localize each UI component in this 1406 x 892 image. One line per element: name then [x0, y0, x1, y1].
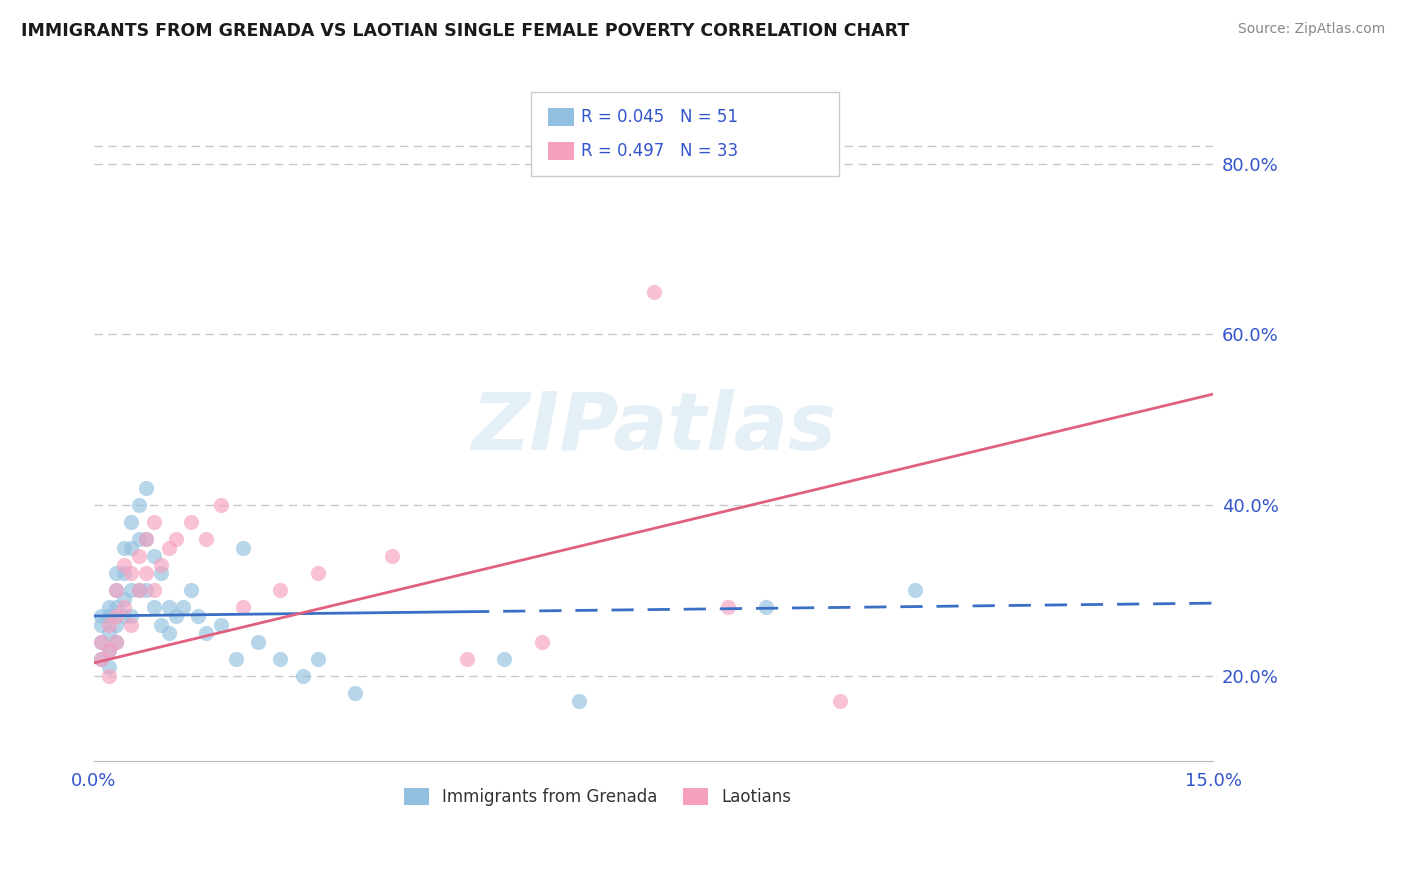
Point: [194, 626, 217, 640]
Point: [754, 600, 776, 615]
Point: [157, 626, 180, 640]
Text: ZIPatlas: ZIPatlas: [471, 389, 837, 467]
Point: [904, 583, 927, 598]
Text: R = 0.045   N = 51: R = 0.045 N = 51: [581, 108, 738, 126]
Point: [830, 694, 852, 708]
Point: [568, 694, 591, 708]
Point: [120, 617, 142, 632]
Point: [209, 617, 232, 632]
Point: [97, 643, 120, 657]
Point: [209, 498, 232, 512]
Point: [128, 549, 150, 564]
Point: [90, 634, 112, 648]
Point: [90, 617, 112, 632]
Point: [90, 634, 112, 648]
Point: [530, 634, 553, 648]
Point: [494, 651, 516, 665]
Point: [180, 515, 202, 529]
Point: [150, 558, 173, 572]
Text: R = 0.497   N = 33: R = 0.497 N = 33: [581, 142, 738, 160]
Point: [165, 532, 187, 546]
Point: [105, 617, 128, 632]
Point: [232, 600, 254, 615]
Point: [112, 566, 135, 581]
Point: [97, 626, 120, 640]
Point: [90, 651, 112, 665]
Point: [381, 549, 404, 564]
Point: [232, 541, 254, 555]
Point: [112, 609, 135, 624]
Point: [291, 669, 314, 683]
Point: [142, 515, 165, 529]
Point: [717, 600, 740, 615]
Point: [150, 566, 173, 581]
Point: [105, 634, 128, 648]
Point: [269, 583, 291, 598]
Point: [105, 583, 128, 598]
Point: [247, 634, 270, 648]
Point: [142, 583, 165, 598]
Point: [112, 600, 135, 615]
Point: [142, 549, 165, 564]
Point: [269, 651, 291, 665]
Point: [97, 643, 120, 657]
Point: [120, 583, 142, 598]
Point: [187, 609, 209, 624]
Point: [112, 591, 135, 606]
Point: [120, 609, 142, 624]
Point: [97, 669, 120, 683]
Point: [97, 609, 120, 624]
Point: [456, 651, 478, 665]
Point: [105, 583, 128, 598]
Point: [225, 651, 247, 665]
Legend: Immigrants from Grenada, Laotians: Immigrants from Grenada, Laotians: [398, 781, 797, 813]
Point: [112, 558, 135, 572]
Point: [142, 600, 165, 615]
Point: [165, 609, 187, 624]
Point: [135, 481, 157, 495]
Point: [643, 285, 665, 299]
Point: [105, 600, 128, 615]
Point: [307, 566, 329, 581]
Point: [128, 583, 150, 598]
Point: [128, 583, 150, 598]
Point: [97, 600, 120, 615]
Point: [105, 609, 128, 624]
Point: [307, 651, 329, 665]
Point: [135, 532, 157, 546]
Point: [97, 660, 120, 674]
Text: IMMIGRANTS FROM GRENADA VS LAOTIAN SINGLE FEMALE POVERTY CORRELATION CHART: IMMIGRANTS FROM GRENADA VS LAOTIAN SINGL…: [21, 22, 910, 40]
Point: [180, 583, 202, 598]
Point: [90, 609, 112, 624]
Point: [90, 651, 112, 665]
Point: [194, 532, 217, 546]
Point: [157, 541, 180, 555]
Point: [120, 515, 142, 529]
Point: [105, 634, 128, 648]
Point: [157, 600, 180, 615]
Y-axis label: Single Female Poverty: Single Female Poverty: [0, 343, 7, 513]
Point: [112, 541, 135, 555]
Point: [128, 532, 150, 546]
Point: [120, 566, 142, 581]
Point: [135, 532, 157, 546]
Point: [172, 600, 194, 615]
Point: [120, 541, 142, 555]
Point: [135, 583, 157, 598]
Point: [128, 498, 150, 512]
Point: [344, 686, 367, 700]
Point: [150, 617, 173, 632]
Point: [97, 617, 120, 632]
Point: [135, 566, 157, 581]
Text: Source: ZipAtlas.com: Source: ZipAtlas.com: [1237, 22, 1385, 37]
Point: [105, 566, 128, 581]
